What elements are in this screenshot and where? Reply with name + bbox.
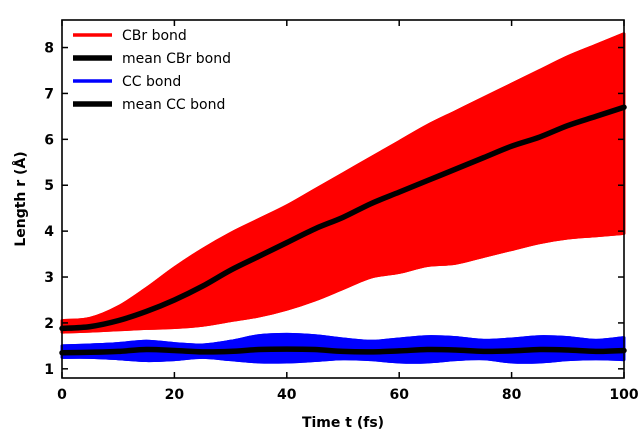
x-tick-label: 100 — [609, 387, 638, 403]
y-tick-label: 1 — [44, 362, 54, 378]
ticks-layer: 0 20 40 60 80 100 1 2 3 4 5 6 7 8 — [44, 20, 639, 403]
y-tick-label: 3 — [44, 270, 54, 286]
x-tick-label: 80 — [502, 387, 522, 403]
legend-label: CC bond — [122, 74, 181, 90]
legend: CBr bond mean CBr bond CC bond mean CC bond — [73, 28, 231, 113]
x-axis-label: Time t (fs) — [302, 415, 384, 431]
y-tick-label: 5 — [44, 178, 54, 194]
cbr-bond-upper-edge — [61, 32, 625, 323]
y-tick-label: 4 — [44, 224, 54, 240]
band-layer — [60, 32, 626, 364]
legend-label: mean CC bond — [122, 97, 225, 113]
cc-bond-lower-edge — [61, 355, 625, 364]
x-tick-label: 40 — [277, 387, 297, 403]
x-tick-label: 60 — [389, 387, 409, 403]
y-axis-label: Length r (Å) — [12, 151, 29, 246]
mean-layer — [59, 104, 627, 356]
legend-label: CBr bond — [122, 28, 187, 44]
plot-frame — [61, 19, 625, 379]
y-tick-label: 6 — [44, 132, 54, 148]
x-tick-label: 0 — [57, 387, 67, 403]
cc-bond-upper-edge — [61, 332, 625, 348]
legend-label: mean CBr bond — [122, 51, 231, 67]
y-tick-label: 2 — [44, 316, 54, 332]
y-tick-label: 8 — [44, 41, 54, 57]
mean-cbr-bond-line — [59, 104, 627, 332]
y-tick-label: 7 — [44, 86, 54, 102]
x-tick-label: 20 — [165, 387, 185, 403]
mean-cc-bond-line — [59, 346, 627, 356]
cbr-bond-lower-edge — [61, 231, 625, 334]
